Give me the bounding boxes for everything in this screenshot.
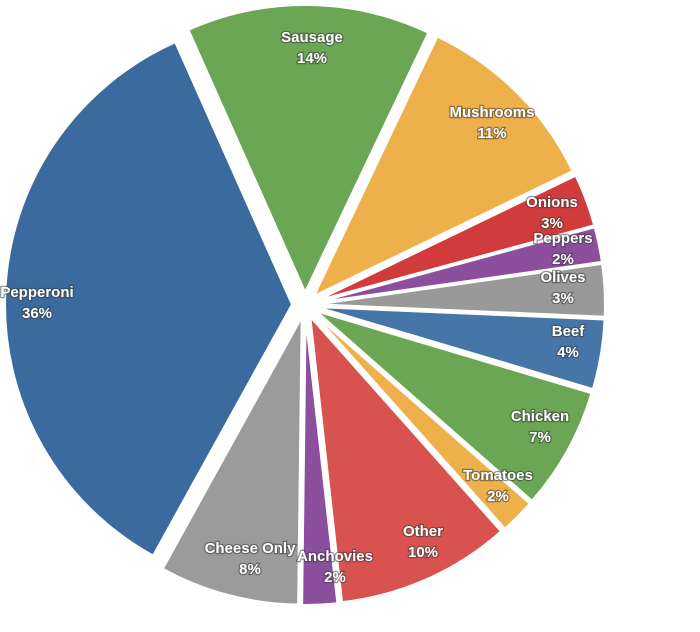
slice-value-label: 2% (487, 488, 509, 505)
pie-slice-sausage (187, 4, 430, 295)
slice-label: Chicken (511, 408, 569, 425)
pie-slice-peppers (317, 226, 603, 304)
slice-label: Olives (540, 269, 585, 286)
slice-value-label: 4% (557, 344, 579, 361)
pie-slice-cheese-only (161, 317, 303, 606)
slice-value-label: 14% (297, 50, 327, 67)
pie-slice-anchovies (301, 317, 339, 606)
slice-label: Other (403, 523, 443, 540)
slice-value-label: 2% (324, 569, 346, 586)
slice-value-label: 7% (529, 429, 551, 446)
slice-label: Cheese Only (205, 540, 297, 557)
slice-value-label: 36% (22, 305, 52, 322)
pie-slice-mushrooms (312, 35, 574, 298)
slice-label: Mushrooms (449, 104, 534, 121)
slice-value-label: 3% (541, 215, 563, 232)
pie-slice-onions (316, 174, 596, 302)
slice-label: Tomatoes (463, 467, 533, 484)
slice-value-label: 10% (408, 544, 438, 561)
slice-value-label: 3% (552, 290, 574, 307)
pie-slice-chicken (315, 310, 593, 503)
slice-label: Sausage (281, 29, 343, 46)
slice-label: Onions (526, 194, 578, 211)
slice-value-label: 8% (239, 561, 261, 578)
slice-value-label: 2% (552, 251, 574, 268)
pie-slices (4, 4, 606, 606)
slice-label: Pepperoni (0, 284, 73, 301)
pie-slice-tomatoes (313, 313, 532, 531)
slice-label: Beef (552, 323, 586, 340)
slice-label: Anchovies (297, 548, 373, 565)
pie-slice-pepperoni (4, 40, 294, 557)
pie-slice-other (308, 313, 503, 604)
slice-value-label: 11% (477, 125, 506, 142)
slice-label: Peppers (533, 230, 592, 247)
pie-slice-beef (317, 306, 606, 391)
pie-slice-olives (317, 262, 606, 318)
pie-labels: Sausage14%Mushrooms11%Onions3%Peppers2%O… (0, 28, 594, 588)
